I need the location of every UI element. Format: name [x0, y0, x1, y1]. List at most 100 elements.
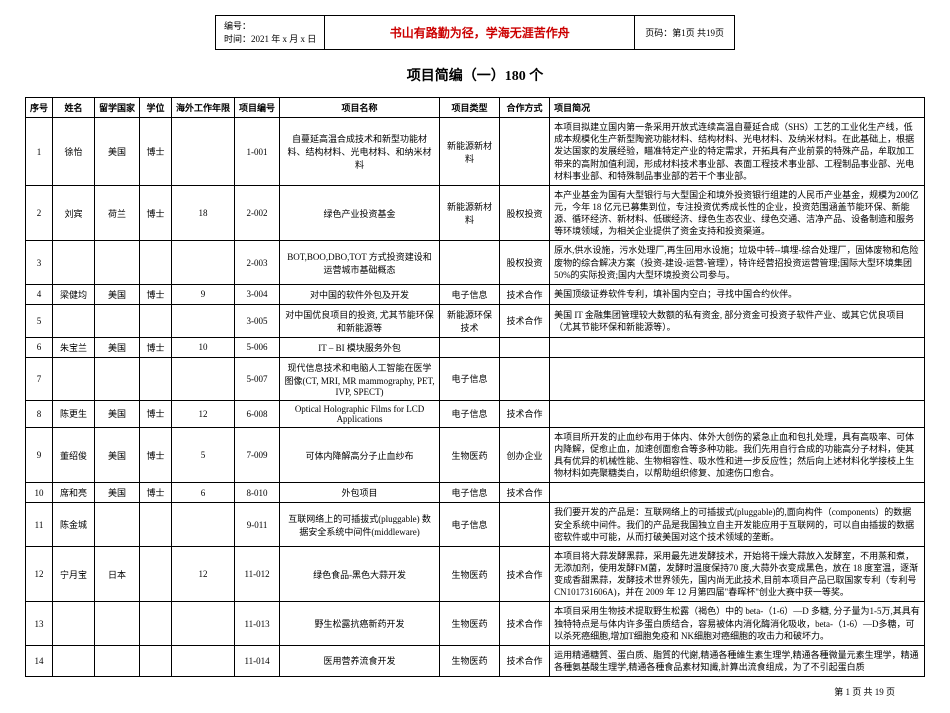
cell: [95, 602, 140, 645]
cell: [550, 483, 925, 503]
col-header: 合作方式: [500, 98, 550, 118]
cell: 宁月宝: [53, 546, 95, 602]
cell: 3-004: [235, 284, 280, 304]
cell: [95, 304, 140, 337]
cell: 12: [26, 546, 53, 602]
cell: 5-007: [235, 357, 280, 400]
col-header: 项目编号: [235, 98, 280, 118]
cell: 博士: [140, 483, 172, 503]
cell: [500, 357, 550, 400]
cell: 本项目拟建立国内第一条采用开放式连续高温自蔓延合成（SHS）工艺的工业化生产线，…: [550, 118, 925, 186]
table-row: 1311-013野生松露抗癌新药开发生物医药技术合作本项目采用生物技术提取野生松…: [26, 602, 925, 645]
col-header: 项目简况: [550, 98, 925, 118]
cell: 7-009: [235, 427, 280, 483]
cell: 2: [26, 185, 53, 241]
cell: 2-003: [235, 241, 280, 284]
cell: [172, 241, 235, 284]
cell: 5: [26, 304, 53, 337]
cell: 技术合作: [500, 304, 550, 337]
cell: 3-005: [235, 304, 280, 337]
cell: 我们要开发的产品是：互联网络上的可插拔式(pluggable)的,面向构件（co…: [550, 503, 925, 546]
table-row: 10席和亮美国博士68-010外包项目电子信息技术合作: [26, 483, 925, 503]
cell: 5: [172, 427, 235, 483]
cell: 博士: [140, 284, 172, 304]
cell: 股权投资: [500, 241, 550, 284]
cell: 技术合作: [500, 400, 550, 427]
cell: [500, 503, 550, 546]
cell: 博士: [140, 427, 172, 483]
header-page: 页码：第1页 共19页: [635, 16, 734, 49]
page-title: 项目简编（一）180 个: [25, 65, 925, 85]
cell: 4: [26, 284, 53, 304]
cell: [550, 337, 925, 357]
cell: 美国: [95, 400, 140, 427]
cell: 陈更生: [53, 400, 95, 427]
cell: 新能源新材料: [440, 185, 500, 241]
cell: 10: [26, 483, 53, 503]
cell: 13: [26, 602, 53, 645]
cell: 电子信息: [440, 483, 500, 503]
cell: 11-013: [235, 602, 280, 645]
cell: 梁健均: [53, 284, 95, 304]
cell: 荷兰: [95, 185, 140, 241]
cell: [53, 304, 95, 337]
cell: 技术合作: [500, 546, 550, 602]
cell: 美国 IT 金融集团管理较大数额的私有资金, 部分资金可投资子软件产业、或其它优…: [550, 304, 925, 337]
cell: 博士: [140, 337, 172, 357]
cell: 陈金城: [53, 503, 95, 546]
table-row: 8陈更生美国博士126-008Optical Holographic Films…: [26, 400, 925, 427]
cell: [172, 503, 235, 546]
cell: 10: [172, 337, 235, 357]
cell: 12: [172, 546, 235, 602]
cell: Optical Holographic Films for LCD Applic…: [280, 400, 440, 427]
cell: 本项目采用生物技术提取野生松露（褐色）中的 beta-（1-6）—D 多糖, 分…: [550, 602, 925, 645]
cell: [95, 357, 140, 400]
cell: 美国: [95, 337, 140, 357]
cell: 美国: [95, 483, 140, 503]
cell: [550, 357, 925, 400]
table-row: 6朱宝兰美国博士105-006IT – BI 模块服务外包: [26, 337, 925, 357]
cell: 席和亮: [53, 483, 95, 503]
cell: [440, 241, 500, 284]
table-row: 9董绍俊美国博士57-009可体内降解高分子止血纱布生物医药创办企业本项目所开发…: [26, 427, 925, 483]
cell: 8-010: [235, 483, 280, 503]
header-left: 编号： 时间：2021 年 x 月 x 日: [216, 16, 325, 49]
cell: [140, 602, 172, 645]
cell: 7: [26, 357, 53, 400]
cell: 6: [172, 483, 235, 503]
cell: 技术合作: [500, 602, 550, 645]
cell: [53, 357, 95, 400]
cell: 野生松露抗癌新药开发: [280, 602, 440, 645]
table-row: 2刘宾荷兰博士182-002绿色产业投资基金新能源新材料股权投资本产业基金为国有…: [26, 185, 925, 241]
header-motto: 书山有路勤为径，学海无涯苦作舟: [325, 16, 635, 49]
cell: 本项目将大蒜发酵黑蒜，采用最先进发酵技术，开始将干燥大蒜放入发酵室，不用蒸和煮，…: [550, 546, 925, 602]
cell: 6: [26, 337, 53, 357]
cell: IT – BI 模块服务外包: [280, 337, 440, 357]
cell: 美国: [95, 427, 140, 483]
table-row: 1徐怡美国博士1-001自蔓延高温合成技术和新型功能材料、结构材料、光电材料、和…: [26, 118, 925, 186]
time-label: 时间：2021 年 x 月 x 日: [224, 33, 316, 46]
cell: 新能源环保技术: [440, 304, 500, 337]
cell: 美国顶级证券软件专利，填补国内空白；寻找中国合约伙伴。: [550, 284, 925, 304]
table-row: 53-005对中国优良项目的投资, 尤其节能环保和新能源等新能源环保技术技术合作…: [26, 304, 925, 337]
cell: 3: [26, 241, 53, 284]
cell: [172, 304, 235, 337]
cell: 5-006: [235, 337, 280, 357]
cell: [440, 337, 500, 357]
cell: 电子信息: [440, 503, 500, 546]
cell: 技术合作: [500, 284, 550, 304]
col-header: 项目类型: [440, 98, 500, 118]
cell: [500, 118, 550, 186]
cell: 可体内降解高分子止血纱布: [280, 427, 440, 483]
cell: [140, 241, 172, 284]
footer-page: 第 1 页 共 19 页: [25, 685, 925, 698]
cell: [95, 241, 140, 284]
cell: 11-012: [235, 546, 280, 602]
cell: [172, 118, 235, 186]
cell: [500, 337, 550, 357]
table-row: 12宁月宝日本1211-012绿色食品-黑色大蒜开发生物医药技术合作本项目将大蒜…: [26, 546, 925, 602]
col-header: 项目名称: [280, 98, 440, 118]
cell: 朱宝兰: [53, 337, 95, 357]
cell: 对中国的软件外包及开发: [280, 284, 440, 304]
cell: 9: [172, 284, 235, 304]
